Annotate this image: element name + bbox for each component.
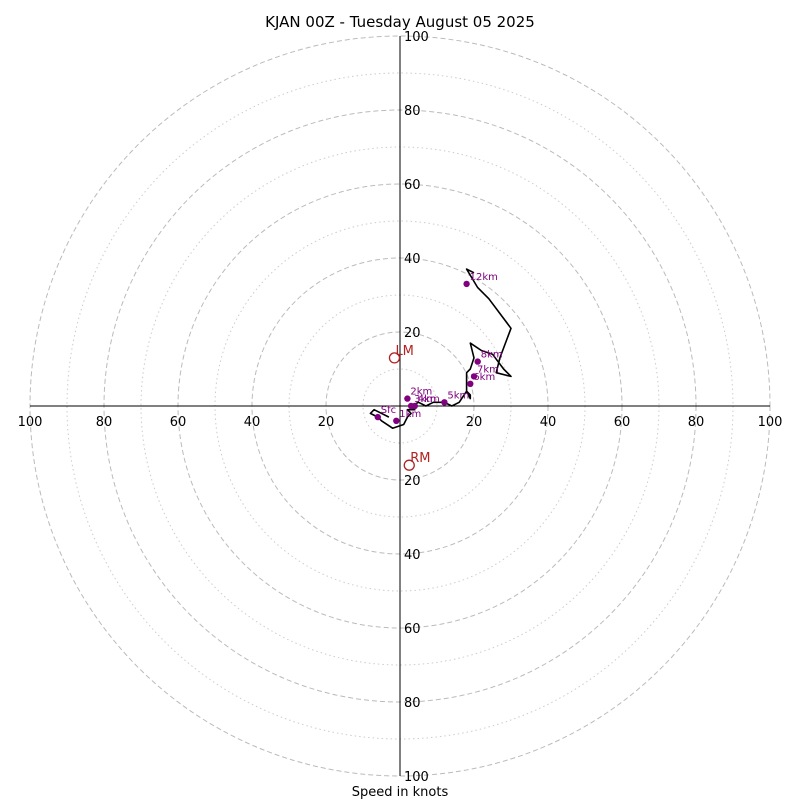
storm-motion-markers: LM RM [388,344,431,471]
height-marker-2km [404,395,411,402]
lm-marker [388,352,401,364]
x-axis-label: Speed in knots [352,785,449,800]
tick-labels: 100 80 60 40 20 20 40 60 80 100 100 80 60 40 20 20 40 60 8… [18,30,783,785]
hodograph-trace [369,268,512,430]
height-marker-4km [411,402,418,410]
y-tick-label: 40 [404,548,421,563]
axes [30,36,770,776]
x-tick-label: 40 [244,415,261,430]
rm-label: RM [410,451,430,466]
y-tick-label: 100 [404,30,429,45]
height-label-sfc: Sfc [381,405,396,416]
x-tick-label: 80 [688,415,705,430]
y-tick-label: 60 [404,622,421,637]
height-marker-8km [474,358,481,365]
x-tick-label: 20 [318,415,335,430]
x-tick-label: 100 [758,415,783,430]
lm-label: LM [395,344,413,359]
y-tick-label: 80 [404,696,421,711]
y-tick-label: 80 [404,104,421,119]
height-label-8km: 8km [481,350,503,361]
height-label-12km: 12km [470,272,498,283]
height-marker-7km [470,373,478,380]
y-tick-label: 60 [404,178,421,193]
height-marker-1km [393,417,400,424]
height-label-1km: 1km [399,409,421,420]
x-tick-label: 60 [614,415,631,430]
x-tick-label: 100 [18,415,43,430]
height-marker-5km [441,399,448,406]
height-label-7km: 7km [477,364,499,375]
height-label-6km: 6km [473,372,495,383]
y-tick-label: 40 [404,252,421,267]
rm-marker [403,459,415,471]
x-tick-label: 20 [466,415,483,430]
height-label-3km: 3km [414,394,436,405]
height-label-4km: 4km [418,394,440,405]
height-label-5km: 5km [447,390,469,401]
height-label-2km: 2km [410,387,432,398]
height-marker-6km [467,380,474,387]
x-tick-label: 80 [96,415,113,430]
y-tick-label: 20 [404,326,421,341]
y-tick-label: 20 [404,474,421,489]
height-marker-12km [463,280,470,288]
chart-title: KJAN 00Z - Tuesday August 05 2025 [265,13,535,31]
x-tick-label: 40 [540,415,557,430]
y-tick-label: 100 [404,770,429,785]
hodograph-trace-layer [369,268,512,430]
height-marker-sfc [374,413,381,421]
x-tick-label: 60 [170,415,187,430]
